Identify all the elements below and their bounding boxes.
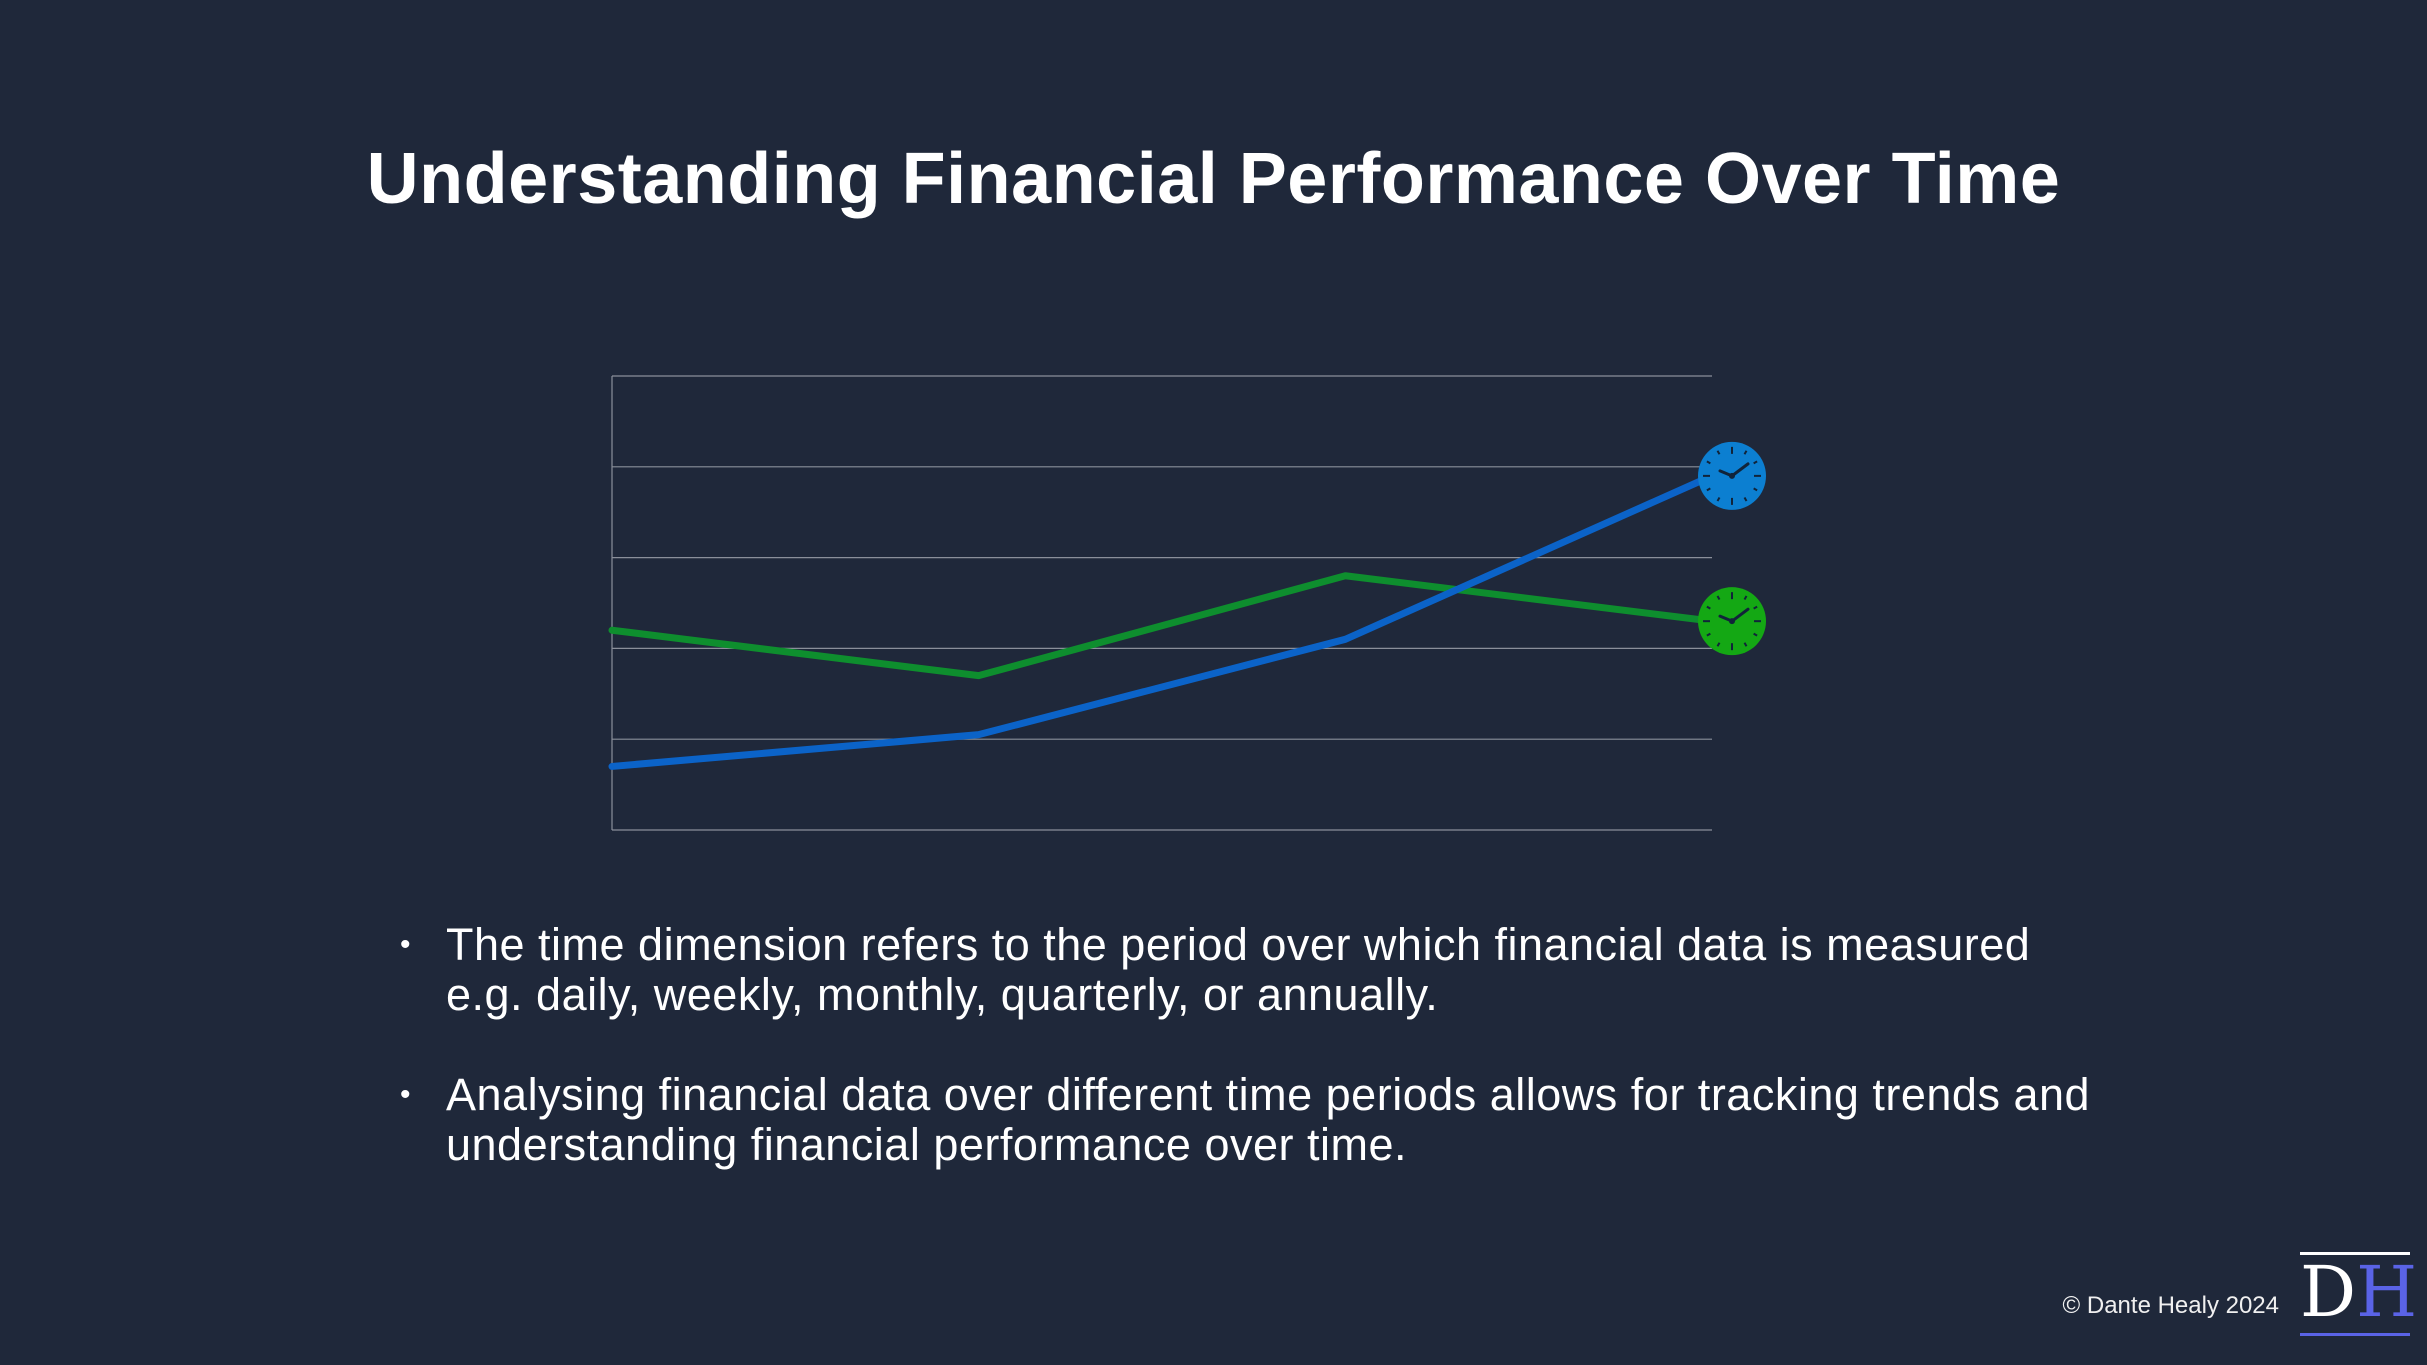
logo-letter-d: D xyxy=(2300,1251,2357,1333)
logo-letter-h: H xyxy=(2356,1251,2418,1333)
bullet-text: Analysing financial data over different … xyxy=(446,1069,2091,1170)
bullet-item: • The time dimension refers to the perio… xyxy=(400,920,2100,1020)
bullet-text: The time dimension refers to the period … xyxy=(446,919,2031,1020)
clock-icon xyxy=(1698,441,1766,510)
bullet-marker: • xyxy=(400,928,412,961)
page-title: Understanding Financial Performance Over… xyxy=(366,139,2061,219)
bullet-list: • The time dimension refers to the perio… xyxy=(400,920,2100,1220)
copyright-text: © Dante Healy 2024 xyxy=(2062,1292,2279,1319)
blue-series-line xyxy=(608,472,1716,770)
dh-logo: DH xyxy=(2300,1251,2417,1336)
line-chart xyxy=(608,375,1766,831)
clock-icon xyxy=(1698,587,1766,656)
bullet-marker: • xyxy=(400,1078,412,1111)
bullet-item: • Analysing financial data over differen… xyxy=(400,1070,2100,1170)
green-series-line xyxy=(608,572,1716,680)
